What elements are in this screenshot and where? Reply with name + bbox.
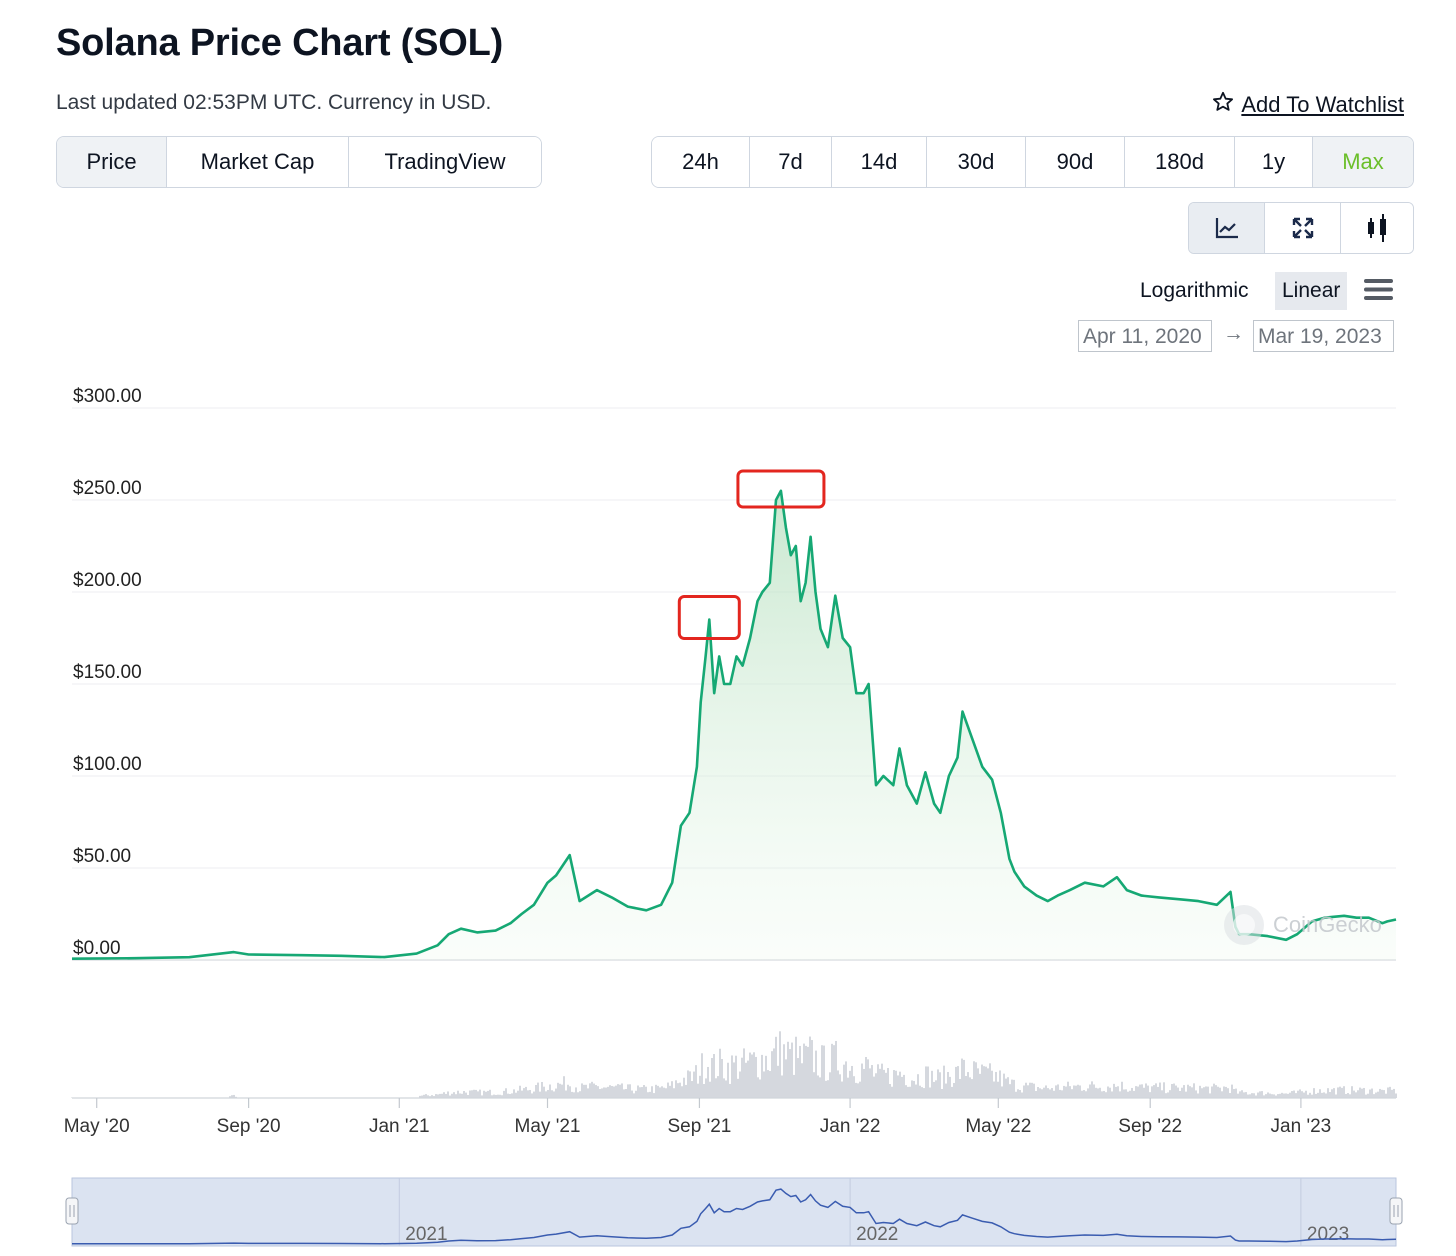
range-7d[interactable]: 7d bbox=[750, 137, 832, 187]
x-tick-label: Sep '22 bbox=[1118, 1116, 1182, 1137]
y-tick-label: $200.00 bbox=[73, 570, 142, 591]
chart-type-toolbar bbox=[1188, 202, 1414, 254]
fullscreen-button[interactable] bbox=[1265, 203, 1341, 253]
navigator-handle[interactable] bbox=[65, 1197, 79, 1225]
range-max[interactable]: Max bbox=[1313, 137, 1413, 187]
line-chart-icon bbox=[1215, 218, 1238, 239]
y-axis-labels: $300.00 $250.00 $200.00 $150.00 $100.00 $50.0… bbox=[73, 386, 142, 959]
watermark-text: CoinGecko bbox=[1273, 912, 1382, 937]
y-tick-label: $100.00 bbox=[73, 754, 142, 775]
line-chart-button[interactable] bbox=[1189, 203, 1265, 253]
range-14d[interactable]: 14d bbox=[832, 137, 927, 187]
y-tick-label: $250.00 bbox=[73, 478, 142, 499]
x-tick-label: Sep '20 bbox=[217, 1116, 281, 1137]
y-tick-label: $50.00 bbox=[73, 846, 131, 867]
navigator-selection bbox=[71, 1177, 1397, 1247]
x-tick-label: Sep '21 bbox=[667, 1116, 731, 1137]
y-tick-label: $150.00 bbox=[73, 662, 142, 683]
x-tick-label: May '21 bbox=[515, 1116, 581, 1137]
candlestick-icon bbox=[1368, 214, 1386, 242]
range-tabs: 24h 7d 14d 30d 90d 180d 1y Max bbox=[651, 136, 1414, 188]
add-to-watchlist-link[interactable]: Add To Watchlist bbox=[1211, 90, 1404, 120]
x-tick-label: May '22 bbox=[965, 1116, 1031, 1137]
x-tick-label: Jan '21 bbox=[369, 1116, 430, 1137]
peak-highlight-box bbox=[677, 595, 741, 640]
range-24h[interactable]: 24h bbox=[652, 137, 750, 187]
date-from-input[interactable]: Apr 11, 2020 bbox=[1078, 320, 1212, 352]
last-updated-text: Last updated 02:53PM UTC. Currency in US… bbox=[56, 91, 492, 114]
volume-bars bbox=[71, 1031, 1397, 1099]
price-area bbox=[72, 490, 1396, 960]
expand-icon bbox=[1292, 217, 1313, 239]
range-1y[interactable]: 1y bbox=[1235, 137, 1313, 187]
price-chart[interactable]: $300.00 $250.00 $200.00 $150.00 $100.00 $50.0… bbox=[0, 370, 1456, 1256]
navigator-year-label: 2023 bbox=[1307, 1224, 1349, 1245]
tab-price[interactable]: Price bbox=[57, 137, 167, 187]
y-tick-label: $0.00 bbox=[73, 938, 121, 959]
range-90d[interactable]: 90d bbox=[1026, 137, 1125, 187]
peak-highlight-box bbox=[736, 469, 826, 509]
range-30d[interactable]: 30d bbox=[927, 137, 1026, 187]
peak-highlights bbox=[677, 469, 826, 640]
arrow-right-icon: → bbox=[1223, 322, 1244, 345]
range-180d[interactable]: 180d bbox=[1125, 137, 1235, 187]
navigator-line bbox=[72, 1188, 1397, 1245]
range-navigator[interactable]: 2021 2022 2023 bbox=[65, 1177, 1403, 1247]
coingecko-watermark: CoinGecko bbox=[1224, 905, 1382, 945]
x-tick-label: Jan '22 bbox=[820, 1116, 881, 1137]
x-axis: May '20 Sep '20 Jan '21 May '21 Sep '21 Jan '… bbox=[64, 1098, 1332, 1137]
x-tick-label: May '20 bbox=[64, 1116, 130, 1137]
view-tabs: Price Market Cap TradingView bbox=[56, 136, 542, 188]
page-title: Solana Price Chart (SOL) bbox=[56, 22, 504, 64]
x-tick-label: Jan '23 bbox=[1271, 1116, 1332, 1137]
candlestick-button[interactable] bbox=[1341, 203, 1413, 253]
y-tick-label: $300.00 bbox=[73, 386, 142, 407]
date-to-input[interactable]: Mar 19, 2023 bbox=[1253, 320, 1394, 352]
tab-tradingview[interactable]: TradingView bbox=[349, 137, 541, 187]
star-icon bbox=[1211, 90, 1235, 120]
navigator-year-label: 2021 bbox=[405, 1224, 447, 1245]
watchlist-label: Add To Watchlist bbox=[1241, 92, 1404, 117]
tab-market-cap[interactable]: Market Cap bbox=[167, 137, 349, 187]
logarithmic-toggle[interactable]: Logarithmic bbox=[1140, 279, 1249, 302]
menu-icon[interactable] bbox=[1364, 279, 1394, 306]
navigator-year-label: 2022 bbox=[856, 1224, 898, 1245]
navigator-handle[interactable] bbox=[1389, 1197, 1403, 1225]
linear-toggle[interactable]: Linear bbox=[1275, 272, 1348, 310]
